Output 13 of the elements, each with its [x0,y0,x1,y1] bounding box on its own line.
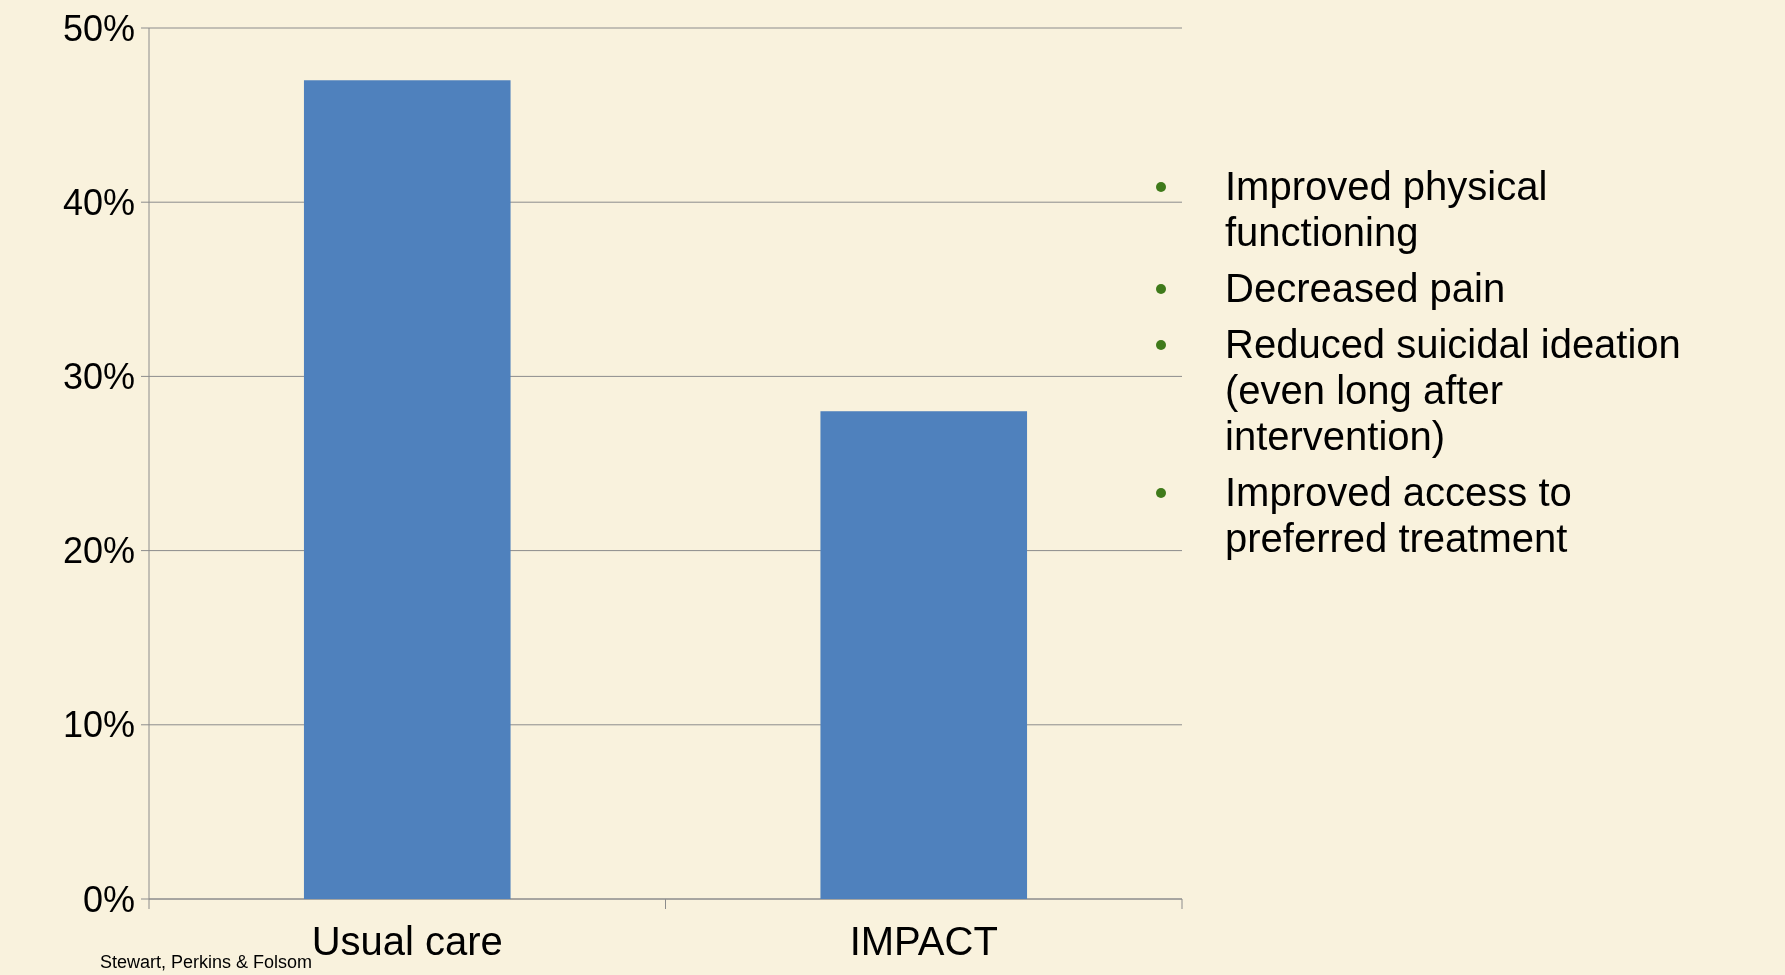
text: Stewart, Perkins & Folsom [100,952,313,972]
x-tick-label: IMPACT [849,919,998,963]
text: Decreased pain [1225,266,1506,310]
y-tick-label: 20% [62,530,135,572]
y-tick-label: 50% [62,7,135,49]
y-tick-label: 30% [62,356,135,397]
text: Improved access to preferred treatment [1225,470,1572,560]
y-tick-label: 0% [82,878,135,920]
text: Reduced suicidal ideation (even long after intervention) [1225,322,1681,458]
text: Improved physical functioning [1225,164,1548,254]
y-tick-label: 40% [62,181,135,223]
y-tick-label: 10% [62,704,135,746]
x-tick-label: Usual care [311,919,503,963]
